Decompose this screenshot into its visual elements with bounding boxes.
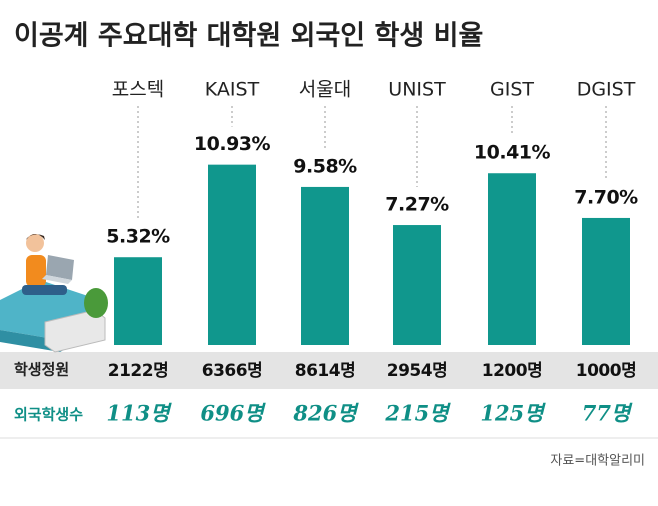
bar [393,225,441,345]
bar [301,186,349,345]
value-label: 10.93% [194,133,271,155]
table-cell: 696명 [200,401,266,426]
table-cell: 2122명 [108,361,168,381]
table-cell: 77명 [582,401,633,426]
value-label: 10.41% [474,142,551,164]
row-band [0,352,658,389]
source: 자료=대학알리미 [550,454,645,469]
table-cell: 2954명 [387,361,447,381]
table-cell: 1200명 [482,361,542,381]
category-label: DGIST [577,79,636,101]
table-cell: 1000명 [576,361,636,381]
table-cell: 6366명 [202,361,262,381]
category-label: 서울대 [299,79,351,101]
category-label: UNIST [388,79,446,101]
table-cell: 826명 [292,401,359,426]
category-label: GIST [490,79,534,101]
value-label: 7.70% [574,186,638,208]
value-label: 5.32% [106,226,170,248]
table-cell: 113명 [106,401,172,426]
table-cell: 215명 [384,401,451,426]
table-cell: 125명 [480,401,546,426]
chart-title: 이공계 주요대학 대학원 외국인 학생 비율 [14,21,483,52]
bar [582,217,630,345]
row-name: 학생정원 [14,361,69,379]
bar [488,173,536,345]
table-cell: 8614명 [295,361,355,381]
category-label: 포스텍 [112,79,164,101]
value-label: 7.27% [385,194,449,216]
bar [208,164,256,345]
category-label: KAIST [205,79,260,101]
illustration [0,234,108,353]
row-name: 외국학생수 [14,406,83,424]
value-label: 9.58% [293,155,357,177]
bar [114,257,162,345]
